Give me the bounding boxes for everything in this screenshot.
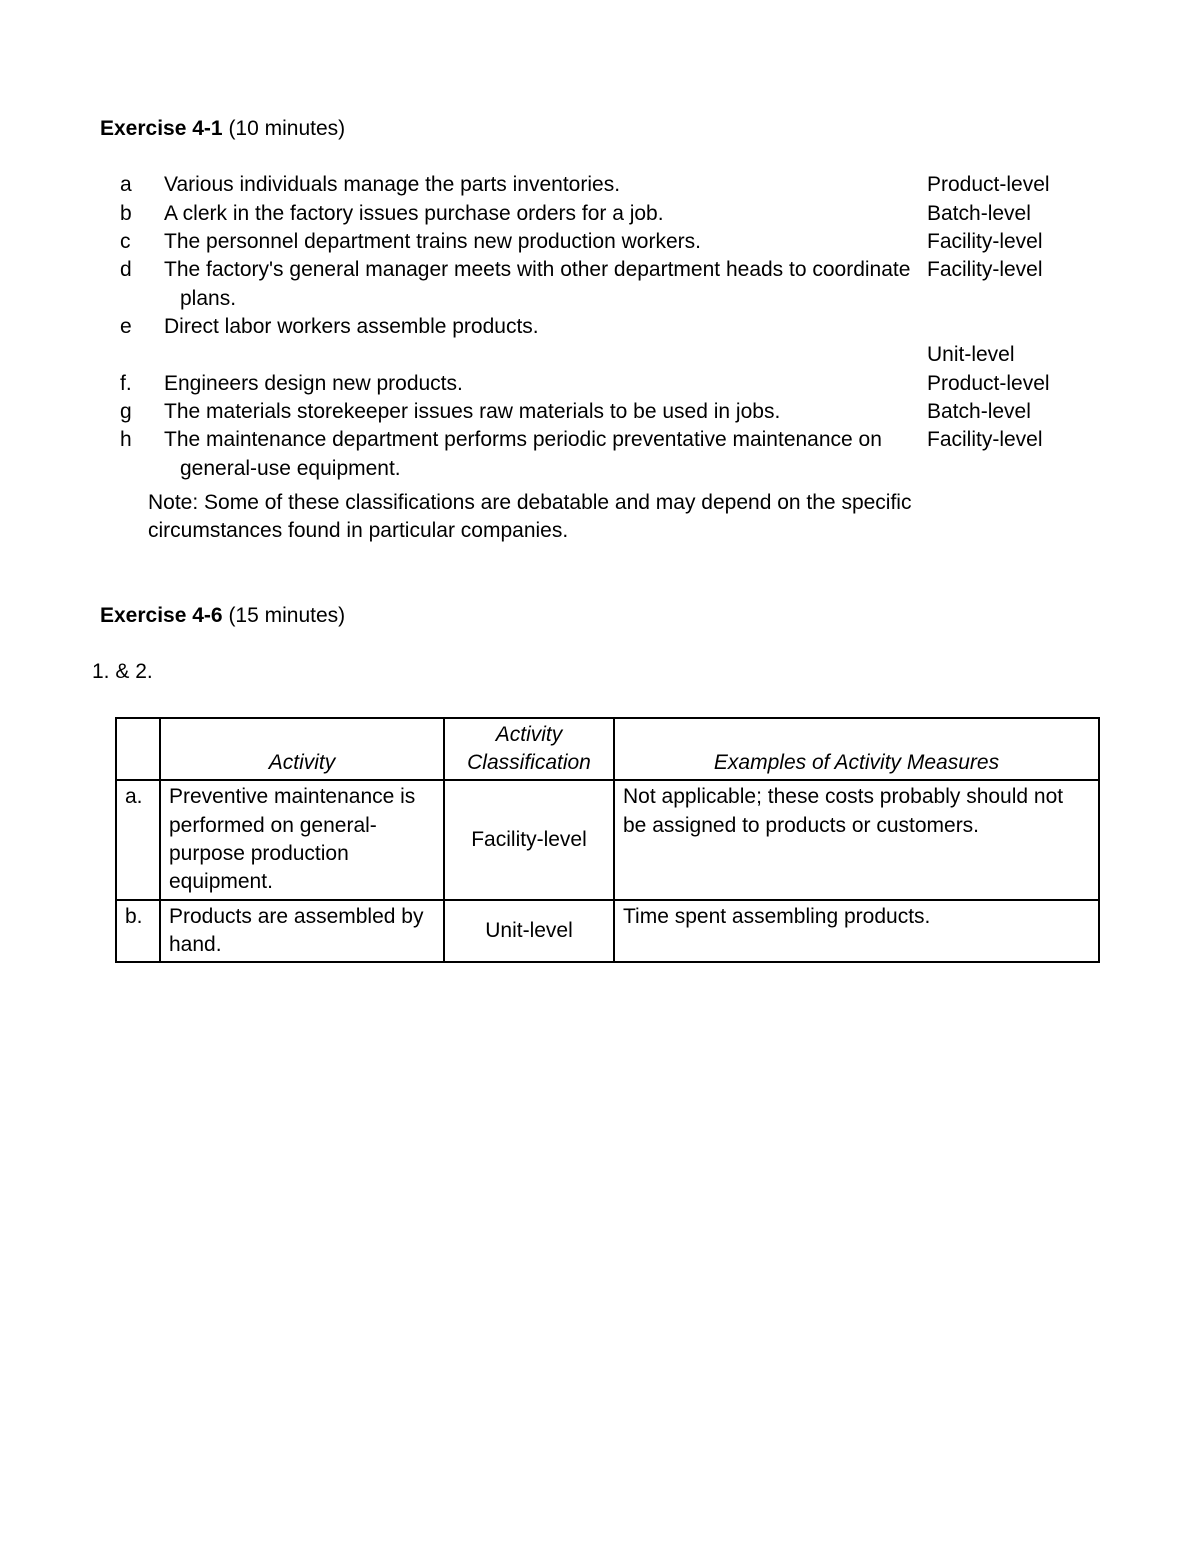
exercise-4-1-item-e: e Direct labor workers assemble products… bbox=[120, 313, 1100, 370]
exercise-4-6-title: Exercise 4-6 bbox=[100, 604, 223, 627]
item-level: Product-level bbox=[927, 370, 1100, 398]
table-row: b. Products are assembled by hand. Unit-… bbox=[116, 900, 1099, 963]
exercise-4-1-item-c: c The personnel department trains new pr… bbox=[120, 228, 1100, 256]
item-letter: d bbox=[120, 256, 164, 284]
table-header-row: Activity Activity Classification Example… bbox=[116, 718, 1099, 781]
exercise-4-1-title: Exercise 4-1 bbox=[100, 117, 223, 140]
item-description: The materials storekeeper issues raw mat… bbox=[164, 398, 927, 426]
cell-letter: a. bbox=[116, 780, 160, 899]
item-description: A clerk in the factory issues purchase o… bbox=[164, 200, 927, 228]
cell-classification: Unit-level bbox=[444, 900, 614, 963]
item-description: The factory's general manager meets with… bbox=[164, 256, 927, 313]
cell-activity: Products are assembled by hand. bbox=[160, 900, 444, 963]
item-letter: a bbox=[120, 171, 164, 199]
item-letter: f. bbox=[120, 370, 164, 398]
exercise-4-1-item-g: g The materials storekeeper issues raw m… bbox=[120, 398, 1100, 426]
table-row: a. Preventive maintenance is performed o… bbox=[116, 780, 1099, 899]
item-letter: b bbox=[120, 200, 164, 228]
exercise-4-1-items: a Various individuals manage the parts i… bbox=[100, 171, 1100, 483]
item-level: Product-level bbox=[927, 171, 1100, 199]
exercise-4-6-heading: Exercise 4-6 (15 minutes) bbox=[100, 602, 1100, 630]
header-classification: Activity Classification bbox=[444, 718, 614, 781]
exercise-4-1-item-h: h The maintenance department performs pe… bbox=[120, 426, 1100, 483]
exercise-4-6-table: Activity Activity Classification Example… bbox=[115, 717, 1100, 964]
item-description: The maintenance department performs peri… bbox=[164, 426, 927, 483]
exercise-4-1-item-f: f. Engineers design new products. Produc… bbox=[120, 370, 1100, 398]
cell-activity: Preventive maintenance is performed on g… bbox=[160, 780, 444, 899]
exercise-4-1-item-d: d The factory's general manager meets wi… bbox=[120, 256, 1100, 313]
cell-letter: b. bbox=[116, 900, 160, 963]
cell-classification: Facility-level bbox=[444, 780, 614, 899]
item-level: Batch-level bbox=[927, 200, 1100, 228]
item-description: Direct labor workers assemble products. bbox=[164, 313, 927, 341]
exercise-4-1-item-a: a Various individuals manage the parts i… bbox=[120, 171, 1100, 199]
header-letter bbox=[116, 718, 160, 781]
header-measures: Examples of Activity Measures bbox=[614, 718, 1099, 781]
item-level: Facility-level bbox=[927, 228, 1100, 256]
exercise-4-1-item-b: b A clerk in the factory issues purchase… bbox=[120, 200, 1100, 228]
item-level: . Unit-level bbox=[927, 313, 1100, 370]
exercise-4-1-heading: Exercise 4-1 (10 minutes) bbox=[100, 115, 1100, 143]
item-level: Facility-level bbox=[927, 426, 1100, 454]
item-level: Facility-level bbox=[927, 256, 1100, 284]
cell-measures: Not applicable; these costs probably sho… bbox=[614, 780, 1099, 899]
item-description: The personnel department trains new prod… bbox=[164, 228, 927, 256]
item-description: Engineers design new products. bbox=[164, 370, 927, 398]
item-level: Batch-level bbox=[927, 398, 1100, 426]
exercise-4-6-duration: (15 minutes) bbox=[223, 604, 346, 627]
item-letter: h bbox=[120, 426, 164, 454]
header-activity: Activity bbox=[160, 718, 444, 781]
exercise-4-1-note: Note: Some of these classifications are … bbox=[100, 489, 1100, 546]
item-description: Various individuals manage the parts inv… bbox=[164, 171, 927, 199]
item-letter: g bbox=[120, 398, 164, 426]
cell-measures: Time spent assembling products. bbox=[614, 900, 1099, 963]
item-letter: e bbox=[120, 313, 164, 341]
exercise-4-1-duration: (10 minutes) bbox=[223, 117, 346, 140]
exercise-4-6-subhead: 1. & 2. bbox=[92, 658, 1100, 686]
item-letter: c bbox=[120, 228, 164, 256]
